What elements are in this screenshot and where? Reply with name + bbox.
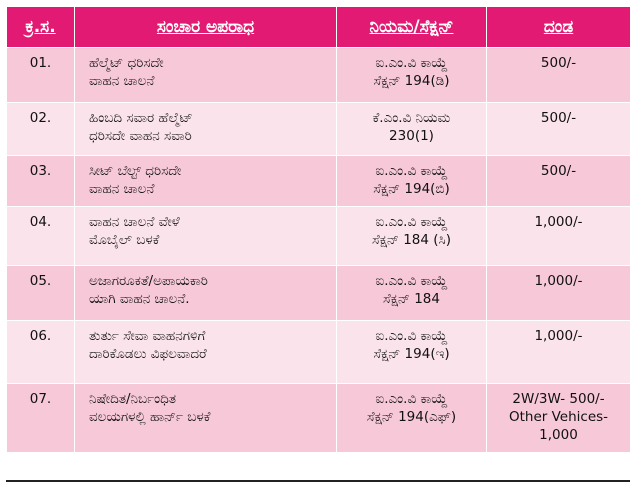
serial-no: 01. bbox=[6, 47, 75, 103]
traffic-fine-table: ಕ್ರ.ಸ. ಸಂಚಾರ ಅಪರಾಧ ನಿಯಮ/ಸೆಕ್ಷನ್ ದಂಡ 01. … bbox=[6, 6, 631, 453]
offense-cell: ಹೆಲ್ಮೆಟ್ ಧರಿಸದೇ ವಾಹನ ಚಾಲನೆ bbox=[74, 47, 337, 103]
table-row: 07. ನಿಷೇದಿತ/ನಿರ್ಬಂಧಿತ ವಲಯಗಳಲ್ಲಿ ಹಾರ್ನ್ ಬಳ… bbox=[6, 383, 631, 453]
rule-cell: ಐ.ಎಂ.ವಿ ಕಾಯ್ದೆ ಸೆಕ್ಷನ್ 194(ಎಫ್) bbox=[336, 383, 487, 453]
rule-cell: ಕೆ.ಎಂ.ವಿ ನಿಯಮ 230(1) bbox=[336, 102, 487, 156]
header-offense: ಸಂಚಾರ ಅಪರಾಧ bbox=[74, 6, 337, 48]
rule-cell: ಐ.ಎಂ.ವಿ ಕಾಯ್ದೆ ಸೆಕ್ಷನ್ 194(ಇ) bbox=[336, 320, 487, 384]
table-row: 03. ಸೀಟ್ ಬೆಲ್ಟ್ ಧರಿಸದೇ ವಾಹನ ಚಾಲನೆ ಐ.ಎಂ.ವಿ… bbox=[6, 155, 631, 207]
fine-cell: 500/- bbox=[486, 102, 631, 156]
header-rule-section: ನಿಯಮ/ಸೆಕ್ಷನ್ bbox=[336, 6, 487, 48]
table-row: 04. ವಾಹನ ಚಾಲನೆ ವೇಳೆ ಮೊಬೈಲ್ ಬಳಕೆ ಐ.ಎಂ.ವಿ ಕ… bbox=[6, 206, 631, 266]
serial-no: 03. bbox=[6, 155, 75, 207]
table-row: 02. ಹಿಂಬದಿ ಸವಾರ ಹೆಲ್ಮೆಟ್ ಧರಿಸದೇ ವಾಹನ ಸವಾರ… bbox=[6, 102, 631, 156]
rule-cell: ಐ.ಎಂ.ವಿ ಕಾಯ್ದೆ ಸೆಕ್ಷನ್ 184 (ಸಿ) bbox=[336, 206, 487, 266]
table-bottom-rule bbox=[6, 480, 630, 482]
serial-no: 05. bbox=[6, 265, 75, 321]
offense-cell: ಹಿಂಬದಿ ಸವಾರ ಹೆಲ್ಮೆಟ್ ಧರಿಸದೇ ವಾಹನ ಸವಾರಿ bbox=[74, 102, 337, 156]
rule-cell: ಐ.ಎಂ.ವಿ ಕಾಯ್ದೆ ಸೆಕ್ಷನ್ 194(ಬಿ) bbox=[336, 155, 487, 207]
offense-cell: ನಿಷೇದಿತ/ನಿರ್ಬಂಧಿತ ವಲಯಗಳಲ್ಲಿ ಹಾರ್ನ್ ಬಳಕೆ bbox=[74, 383, 337, 453]
fine-cell: 500/- bbox=[486, 155, 631, 207]
fine-cell: 500/- bbox=[486, 47, 631, 103]
table-row: 01. ಹೆಲ್ಮೆಟ್ ಧರಿಸದೇ ವಾಹನ ಚಾಲನೆ ಐ.ಎಂ.ವಿ ಕಾ… bbox=[6, 47, 631, 103]
fine-cell: 2W/3W- 500/- Other Vehices- 1,000 bbox=[486, 383, 631, 453]
serial-no: 02. bbox=[6, 102, 75, 156]
rule-cell: ಐ.ಎಂ.ವಿ ಕಾಯ್ದೆ ಸೆಕ್ಷನ್ 184 bbox=[336, 265, 487, 321]
offense-cell: ತುರ್ತು ಸೇವಾ ವಾಹನಗಳಿಗೆ ದಾರಿಕೊಡಲು ವಿಫಲವಾದರೆ bbox=[74, 320, 337, 384]
serial-no: 04. bbox=[6, 206, 75, 266]
offense-cell: ಅಜಾಗರೂಕತೆ/ಅಪಾಯಕಾರಿ ಯಾಗಿ ವಾಹನ ಚಾಲನೆ. bbox=[74, 265, 337, 321]
header-serial-no: ಕ್ರ.ಸ. bbox=[6, 6, 75, 48]
serial-no: 06. bbox=[6, 320, 75, 384]
table-row: 06. ತುರ್ತು ಸೇವಾ ವಾಹನಗಳಿಗೆ ದಾರಿಕೊಡಲು ವಿಫಲವ… bbox=[6, 320, 631, 384]
offense-cell: ಸೀಟ್ ಬೆಲ್ಟ್ ಧರಿಸದೇ ವಾಹನ ಚಾಲನೆ bbox=[74, 155, 337, 207]
header-fine: ದಂಡ bbox=[486, 6, 631, 48]
rule-cell: ಐ.ಎಂ.ವಿ ಕಾಯ್ದೆ ಸೆಕ್ಷನ್ 194(ಡಿ) bbox=[336, 47, 487, 103]
fine-cell: 1,000/- bbox=[486, 320, 631, 384]
fine-cell: 1,000/- bbox=[486, 265, 631, 321]
table-row: 05. ಅಜಾಗರೂಕತೆ/ಅಪಾಯಕಾರಿ ಯಾಗಿ ವಾಹನ ಚಾಲನೆ. ಐ… bbox=[6, 265, 631, 321]
table-header-row: ಕ್ರ.ಸ. ಸಂಚಾರ ಅಪರಾಧ ನಿಯಮ/ಸೆಕ್ಷನ್ ದಂಡ bbox=[6, 6, 631, 48]
serial-no: 07. bbox=[6, 383, 75, 453]
fine-cell: 1,000/- bbox=[486, 206, 631, 266]
offense-cell: ವಾಹನ ಚಾಲನೆ ವೇಳೆ ಮೊಬೈಲ್ ಬಳಕೆ bbox=[74, 206, 337, 266]
